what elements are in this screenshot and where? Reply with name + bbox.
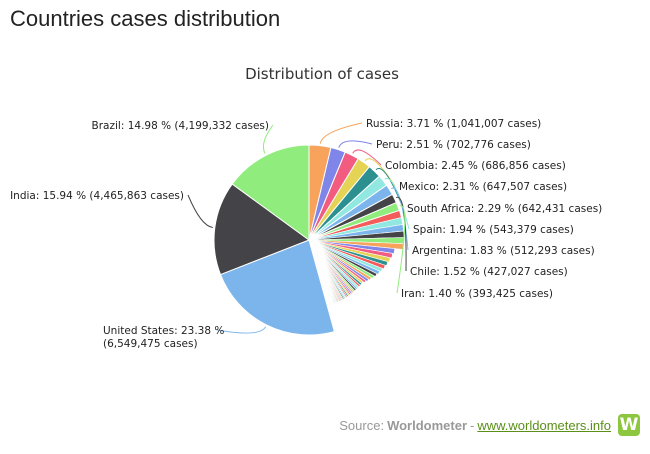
pie-slice-india[interactable]	[213, 183, 311, 276]
label-united-states-cases: (6,549,475 cases)	[103, 338, 198, 350]
source-link[interactable]: www.worldometers.info	[477, 417, 611, 433]
label-spain: Spain: 1.94 % (543,379 cases)	[413, 224, 574, 236]
worldometer-logo-icon[interactable]: W	[618, 414, 640, 436]
page-title: Countries cases distribution	[10, 6, 281, 31]
label-brazil: Brazil: 14.98 % (4,199,332 cases)	[92, 120, 269, 132]
source-name: Worldometer	[387, 417, 467, 433]
connector-peru	[338, 140, 373, 148]
label-colombia: Colombia: 2.45 % (686,856 cases)	[385, 160, 566, 172]
label-south-africa: South Africa: 2.29 % (642,431 cases)	[407, 203, 602, 215]
connector-brazil	[262, 124, 274, 154]
label-iran: Iran: 1.40 % (393,425 cases)	[401, 288, 553, 300]
connector-iran	[396, 205, 406, 294]
label-india: India: 15.94 % (4,465,863 cases)	[10, 190, 184, 202]
source-credit: Source: Worldometer - www.worldometers.i…	[339, 414, 640, 436]
source-prefix: Source:	[339, 417, 385, 433]
label-connectors	[187, 122, 410, 334]
pie-slice-brazil[interactable]	[231, 144, 310, 241]
slice-labels: United States: 23.38 %(6,549,475 cases) I…	[10, 118, 602, 350]
label-peru: Peru: 2.51 % (702,776 cases)	[376, 139, 531, 151]
chart-title: Distribution of cases	[245, 65, 399, 83]
major-slices-group	[213, 144, 400, 336]
connector-spain	[384, 177, 410, 230]
connector-argentina	[391, 187, 409, 251]
connector-russia	[319, 122, 363, 144]
label-chile: Chile: 1.52 % (427,027 cases)	[410, 266, 568, 278]
label-mexico: Mexico: 2.31 % (647,507 cases)	[399, 181, 567, 193]
source-separator: -	[470, 417, 475, 433]
label-argentina: Argentina: 1.83 % (512,293 cases)	[412, 245, 595, 257]
connector-united-states	[216, 326, 267, 334]
connector-india	[187, 194, 213, 228]
connector-south-africa	[375, 167, 404, 209]
connector-colombia	[352, 149, 382, 166]
pie-slice-iran[interactable]	[308, 201, 400, 241]
label-united-states: United States: 23.38 %	[103, 325, 224, 337]
label-russia: Russia: 3.71 % (1,041,007 cases)	[366, 118, 541, 130]
